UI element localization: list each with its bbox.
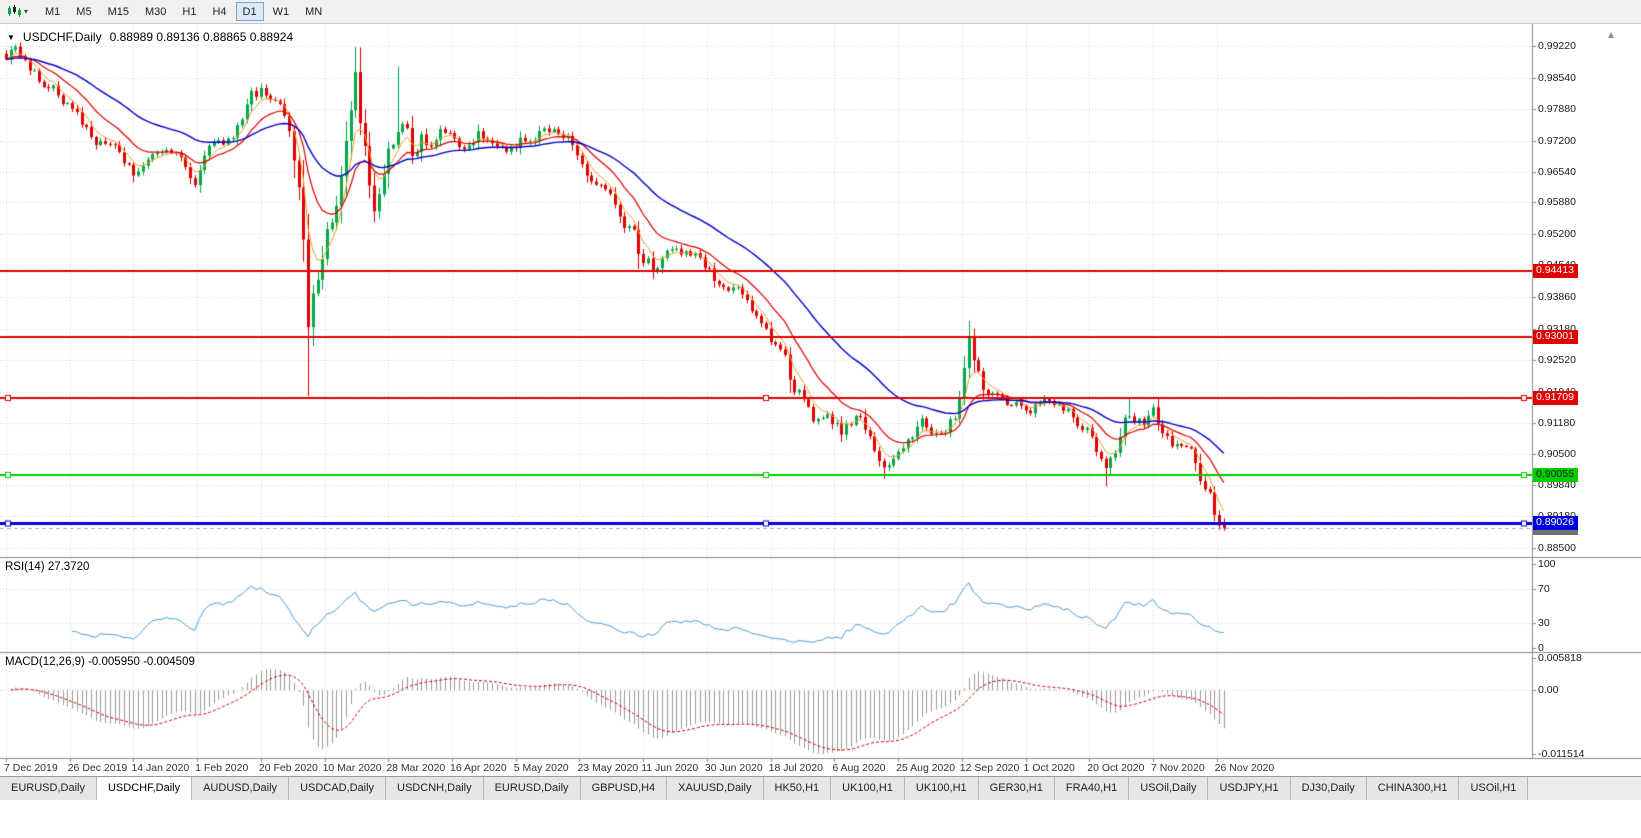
- chart-tab-5-eurusd-daily[interactable]: EURUSD,Daily: [483, 777, 581, 800]
- chart-shift-marker-icon[interactable]: ▲: [1606, 30, 1616, 41]
- chart-tab-2-audusd-daily[interactable]: AUDUSD,Daily: [192, 777, 290, 800]
- chart-window: ▼ USDCHF,Daily 0.88989 0.89136 0.88865 0…: [0, 24, 1641, 776]
- timeframe-button-m15[interactable]: M15: [101, 2, 136, 21]
- timeframe-buttons: M1 M5 M15 M30 H1 H4 D1 W1 MN: [38, 2, 329, 21]
- timeframe-button-mn[interactable]: MN: [298, 2, 329, 21]
- chart-tab-4-usdcnh-daily[interactable]: USDCNH,Daily: [386, 777, 484, 800]
- chart-menu-triangle-icon[interactable]: ▼: [7, 32, 15, 42]
- timeframe-button-h4[interactable]: H4: [205, 2, 233, 21]
- chart-tab-16-china300-h1[interactable]: CHINA300,H1: [1366, 777, 1460, 800]
- timeframe-button-m30[interactable]: M30: [138, 2, 173, 21]
- macd-indicator-label: MACD(12,26,9) -0.005950 -0.004509: [5, 656, 195, 668]
- chart-tab-17-usoil-h1[interactable]: USOil,H1: [1459, 777, 1529, 800]
- price-chart-canvas[interactable]: [0, 24, 1641, 776]
- rsi-indicator-label: RSI(14) 27.3720: [5, 561, 90, 573]
- chart-tab-12-fra40-h1[interactable]: FRA40,H1: [1054, 777, 1130, 800]
- timeframe-button-w1[interactable]: W1: [266, 2, 297, 21]
- chart-tab-0-eurusd-daily[interactable]: EURUSD,Daily: [0, 777, 97, 800]
- chart-type-icon[interactable]: [5, 4, 23, 20]
- chart-tab-6-gbpusd-h4[interactable]: GBPUSD,H4: [580, 777, 668, 800]
- chart-ohlc-values: 0.88989 0.89136 0.88865 0.88924: [109, 30, 294, 44]
- timeframe-button-h1[interactable]: H1: [175, 2, 203, 21]
- chart-tab-14-usdjpy-h1[interactable]: USDJPY,H1: [1208, 777, 1291, 800]
- timeframe-toolbar: ▾ M1 M5 M15 M30 H1 H4 D1 W1 MN: [0, 0, 1641, 24]
- chart-tab-10-uk100-h1[interactable]: UK100,H1: [904, 777, 979, 800]
- chart-tab-7-xauusd-daily[interactable]: XAUUSD,Daily: [667, 777, 764, 800]
- chart-title: ▼ USDCHF,Daily 0.88989 0.89136 0.88865 0…: [7, 30, 293, 44]
- chart-tab-1-usdchf-daily[interactable]: USDCHF,Daily: [96, 777, 193, 800]
- chart-tab-8-hk50-h1[interactable]: HK50,H1: [763, 777, 832, 800]
- chart-type-dropdown-caret-icon[interactable]: ▾: [24, 7, 29, 16]
- chart-tabs-bar: EURUSD,Daily USDCHF,Daily AUDUSD,Daily USDC…: [0, 776, 1641, 800]
- timeframe-button-m1[interactable]: M1: [38, 2, 67, 21]
- timeframe-button-m5[interactable]: M5: [69, 2, 98, 21]
- chart-tab-3-usdcad-daily[interactable]: USDCAD,Daily: [289, 777, 387, 800]
- timeframe-button-d1[interactable]: D1: [235, 2, 264, 21]
- chart-tab-9-uk100-h1[interactable]: UK100,H1: [831, 777, 905, 800]
- chart-symbol-label: USDCHF,Daily: [22, 30, 102, 44]
- chart-tab-15-dj30-daily[interactable]: DJ30,Daily: [1290, 777, 1367, 800]
- chart-tab-13-usoil-daily[interactable]: USOil,Daily: [1129, 777, 1209, 800]
- chart-tab-11-ger30-h1[interactable]: GER30,H1: [978, 777, 1055, 800]
